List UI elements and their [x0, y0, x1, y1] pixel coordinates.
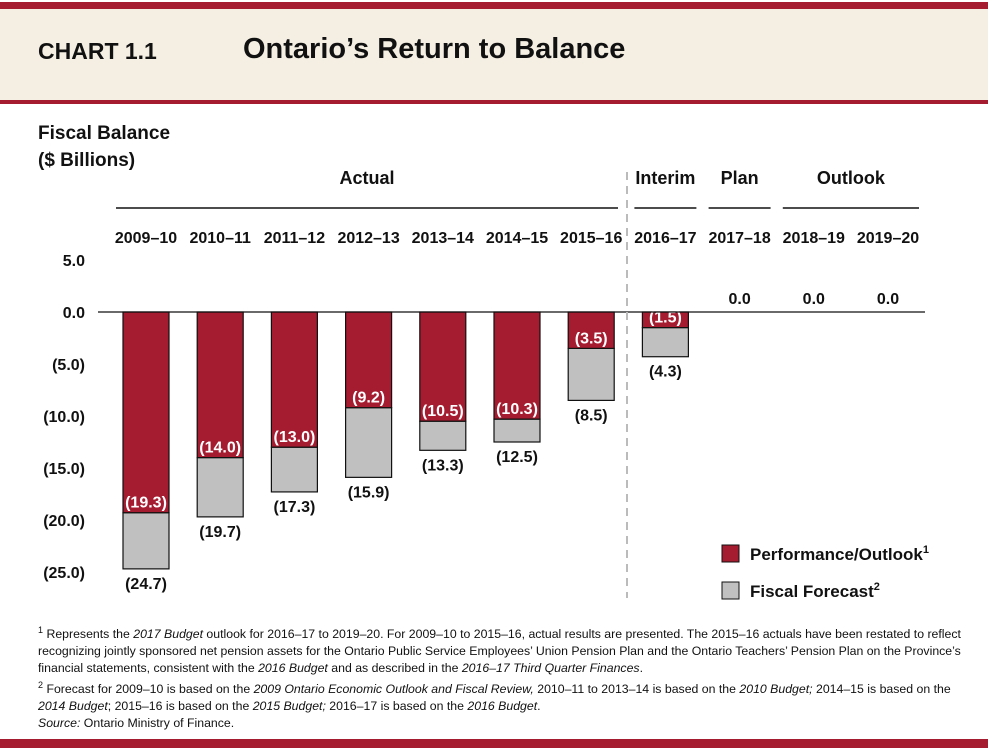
header-divider — [0, 100, 988, 104]
group-label-actual: Actual — [339, 168, 394, 188]
performance-label: (19.3) — [125, 495, 167, 512]
y-tick-label: 0.0 — [63, 305, 85, 322]
category-label: 2010–11 — [189, 230, 251, 247]
legend-swatch-forecast — [721, 581, 740, 600]
performance-bar — [270, 311, 318, 448]
forecast-bar — [345, 407, 393, 478]
group-label-interim: Interim — [635, 168, 695, 188]
performance-label: 0.0 — [877, 291, 899, 308]
source-note: Source: Ontario Ministry of Finance. — [38, 716, 235, 731]
footnote-1: 1 Represents the 2017 Budget outlook for… — [38, 625, 961, 676]
category-label: 2011–12 — [264, 230, 326, 247]
header-band — [0, 9, 988, 100]
forecast-bar — [567, 347, 615, 401]
category-label: 2012–13 — [337, 230, 399, 247]
legend-label-forecast: Fiscal Forecast2 — [750, 581, 880, 601]
bottom-accent-bar — [0, 739, 988, 748]
chart-title: Ontario’s Return to Balance — [243, 33, 626, 65]
y-tick-label: 5.0 — [63, 253, 85, 270]
category-label: 2009–10 — [115, 230, 177, 247]
y-tick-label: (10.0) — [43, 409, 85, 426]
forecast-label: (4.3) — [649, 364, 682, 381]
performance-label: (13.0) — [274, 429, 316, 446]
y-axis-label-line1: Fiscal Balance — [38, 123, 171, 144]
forecast-bar — [493, 418, 541, 443]
y-tick-label: (25.0) — [43, 565, 85, 582]
y-tick-label: (20.0) — [43, 513, 85, 530]
forecast-label: (15.9) — [348, 484, 390, 501]
performance-label: (1.5) — [649, 310, 682, 327]
group-label-outlook: Outlook — [817, 168, 886, 188]
forecast-bar — [270, 446, 318, 493]
performance-label: 0.0 — [728, 291, 750, 308]
top-accent-bar — [0, 2, 988, 9]
forecast-bar — [196, 457, 244, 518]
performance-label: (10.5) — [422, 403, 464, 420]
performance-bar — [122, 311, 170, 514]
performance-bar — [419, 311, 467, 422]
forecast-label: (8.5) — [575, 407, 608, 424]
y-axis-label-line2: ($ Billions) — [38, 150, 136, 171]
category-label: 2015–16 — [560, 230, 622, 247]
forecast-bar — [419, 420, 467, 451]
category-label: 2017–18 — [708, 230, 770, 247]
y-tick-label: (5.0) — [52, 357, 85, 374]
category-label: 2018–19 — [783, 230, 845, 247]
forecast-bar — [641, 327, 690, 358]
forecast-bar — [122, 512, 170, 570]
forecast-label: (13.3) — [422, 457, 464, 474]
forecast-label: (19.7) — [199, 524, 241, 541]
category-label: 2016–17 — [634, 230, 696, 247]
performance-label: (3.5) — [575, 330, 608, 347]
chart-number: CHART 1.1 — [38, 38, 157, 64]
y-tick-label: (15.0) — [43, 461, 85, 478]
performance-label: (14.0) — [199, 440, 241, 457]
category-label: 2014–15 — [486, 230, 548, 247]
category-label: 2013–14 — [412, 230, 474, 247]
group-label-plan: Plan — [721, 168, 759, 188]
performance-label: (9.2) — [352, 390, 385, 407]
performance-bar — [345, 311, 393, 409]
footnotes: 1 Represents the 2017 Budget outlook for… — [38, 622, 978, 732]
y-axis-label: Fiscal Balance ($ Billions) — [38, 120, 170, 174]
forecast-label: (12.5) — [496, 449, 538, 466]
forecast-label: (24.7) — [125, 576, 167, 593]
legend-swatch-performance — [721, 544, 740, 563]
legend-label-performance: Performance/Outlook1 — [750, 544, 929, 564]
performance-label: (10.3) — [496, 401, 538, 418]
footnote-2: 2 Forecast for 2009–10 is based on the 2… — [38, 680, 951, 714]
performance-bar — [196, 311, 244, 459]
category-label: 2019–20 — [857, 230, 919, 247]
performance-bar — [567, 311, 615, 350]
performance-label: 0.0 — [803, 291, 825, 308]
forecast-label: (17.3) — [274, 499, 316, 516]
